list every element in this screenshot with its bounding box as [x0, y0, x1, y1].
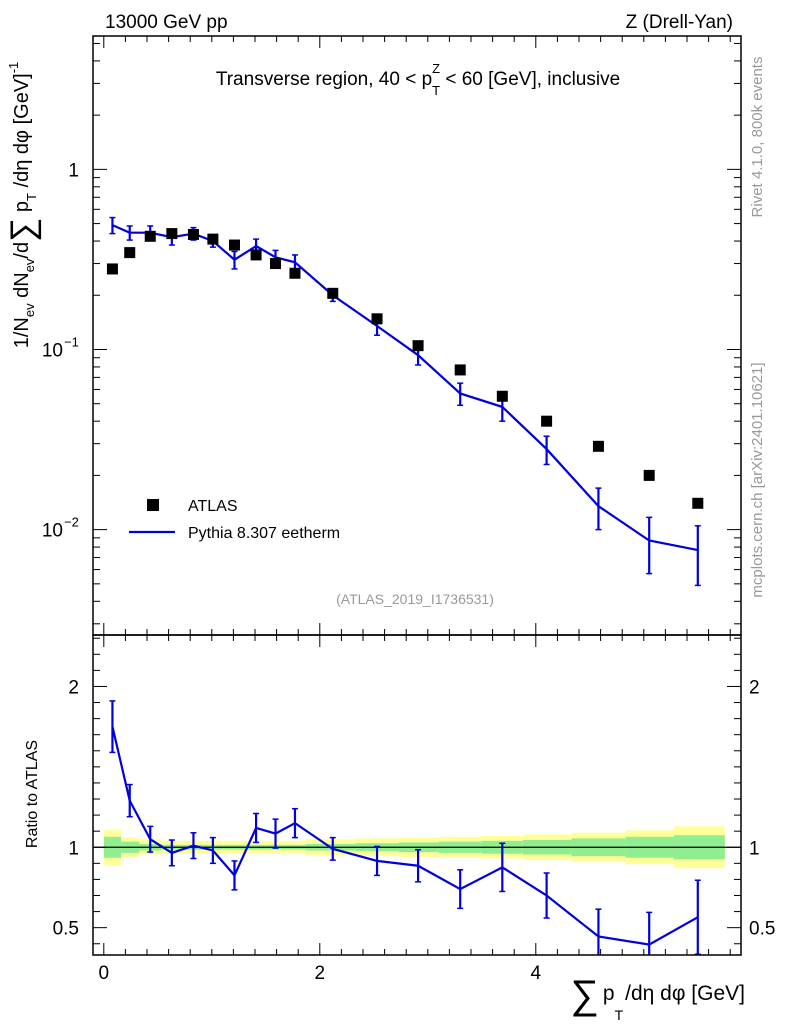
- ratio-y-tick-label-right: 0.5: [749, 919, 775, 940]
- main-frame: [92, 35, 742, 636]
- ratio-y-tick-label-right: 2: [749, 677, 760, 698]
- ylabel-ev2: ev: [22, 258, 37, 272]
- ylabel-c: /d: [11, 242, 33, 259]
- atlas-data-point: [454, 364, 466, 376]
- xlabel-rest: /dη dφ [GeV]: [625, 982, 745, 1005]
- ratio-y-tick-label: 1: [68, 838, 79, 859]
- x-tick-label: 4: [531, 963, 542, 984]
- ylabel-sum: ∑: [4, 218, 42, 242]
- mcplots-label: mcplots.cern.ch [arXiv:2401.10621]: [749, 362, 766, 597]
- title-post: < 60 [GeV], inclusive: [440, 69, 620, 90]
- xlabel-T: T: [615, 1007, 624, 1023]
- ratio-y-tick-label-right: 1: [749, 838, 760, 859]
- legend-label-atlas: ATLAS: [188, 498, 238, 515]
- ylabel-a: 1/N: [11, 317, 33, 348]
- ratio-frame: [92, 634, 742, 956]
- ratio-y-tick-label: 2: [68, 677, 79, 698]
- atlas-data-point: [144, 230, 156, 242]
- atlas-data-point: [106, 263, 118, 275]
- atlas-data-point: [207, 233, 219, 245]
- ratio-y-tick-label: 0.5: [53, 919, 79, 940]
- ylabel-ev1: ev: [22, 303, 37, 317]
- main-y-tick-exponent: −1: [64, 334, 79, 349]
- x-tick-label: 0: [99, 963, 110, 984]
- main-y-tick-label: 1: [68, 160, 79, 181]
- atlas-data-point: [541, 415, 553, 427]
- main-y-tick-label: 10: [42, 521, 63, 542]
- main-y-tick-label: 10: [42, 340, 63, 361]
- ylabel-d: p: [11, 201, 33, 218]
- legend-marker-atlas: [147, 499, 159, 511]
- ylabel-exp: -1: [6, 62, 21, 74]
- ratio-ylabel: Ratio to ATLAS: [24, 740, 41, 848]
- ylabel-T: T: [24, 193, 39, 201]
- analysis-watermark: (ATLAS_2019_I1736531): [336, 591, 494, 607]
- main-title: Transverse region, 40 < pZ T < 60 [GeV], …: [216, 61, 620, 98]
- xlabel-sum: ∑: [570, 973, 599, 1017]
- title-sup: Z: [432, 61, 440, 76]
- main-y-tick-exponent: −2: [64, 515, 79, 530]
- atlas-data-point: [643, 469, 655, 481]
- ylabel-e: /dη dφ [GeV]: [11, 73, 33, 193]
- atlas-data-point: [692, 497, 704, 509]
- header-right: Z (Drell-Yan): [626, 12, 733, 33]
- atlas-data-point: [270, 258, 282, 270]
- atlas-data-point: [228, 239, 240, 251]
- x-axis-label: ∑ pT/dη dφ [GeV]: [570, 973, 745, 1023]
- xlabel-p: p: [603, 982, 615, 1005]
- legend: ATLAS Pythia 8.307 eetherm: [129, 498, 340, 542]
- atlas-data-point: [371, 313, 383, 325]
- atlas-data-point: [592, 440, 604, 452]
- title-sub: T: [432, 83, 440, 98]
- rivet-version-label: Rivet 4.1.0, 800k events: [749, 57, 766, 218]
- atlas-data-point: [327, 287, 339, 299]
- legend-label-pythia: Pythia 8.307 eetherm: [188, 525, 340, 542]
- ylabel-b: dN: [11, 272, 33, 303]
- atlas-data-point: [166, 228, 178, 240]
- x-tick-label: 2: [315, 963, 326, 984]
- header-left: 13000 GeV pp: [105, 12, 228, 33]
- title-pre: Transverse region, 40 < p: [216, 69, 432, 90]
- atlas-data-point: [496, 390, 508, 402]
- atlas-data-point: [124, 247, 136, 259]
- main-ylabel: 1/Nev dNev/d∑ pT /dη dφ [GeV]-1: [4, 62, 42, 349]
- atlas-data-point: [250, 249, 262, 261]
- atlas-data-point: [187, 228, 199, 240]
- atlas-data-point: [289, 267, 301, 279]
- atlas-data-point: [412, 340, 424, 352]
